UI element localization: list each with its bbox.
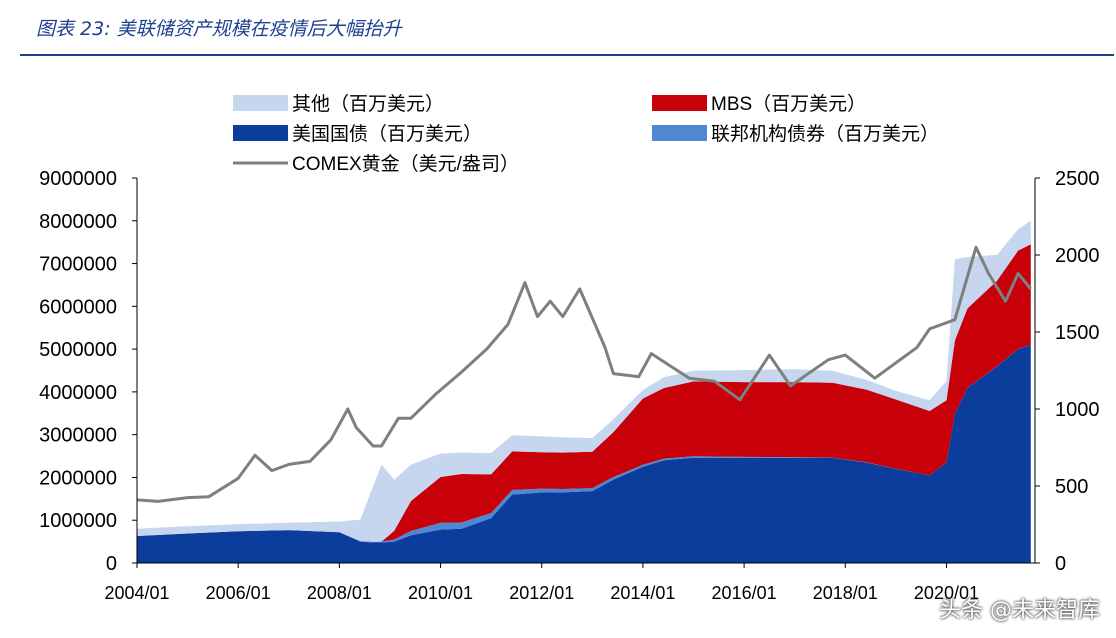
legend-label-5: COMEX黄金（美元/盎司）	[292, 153, 519, 175]
left-tick-label: 9000000	[39, 168, 117, 190]
legend-swatch-2	[652, 125, 707, 141]
legend-label-2: 联邦机构债券（百万美元）	[711, 123, 939, 145]
left-tick-label: 5000000	[39, 339, 117, 361]
legend-swatch-1	[233, 125, 288, 141]
area-series-1	[137, 344, 1031, 563]
plot-line	[136, 245, 1032, 503]
x-tick-label: 2020/01	[914, 583, 979, 603]
legend: 美国国债（百万美元） 联邦机构债券（百万美元） MBS（百万美元） 其他（百万美元） C…	[233, 93, 939, 175]
left-tick-label: 2000000	[39, 467, 117, 489]
x-tick-label: 2012/01	[509, 583, 574, 603]
legend-swatch-3	[652, 95, 707, 111]
legend-label-4: 其他（百万美元）	[292, 93, 444, 115]
right-tick-label: 0	[1055, 553, 1066, 575]
right-tick-label: 2000	[1055, 245, 1100, 267]
x-tick-label: 2006/01	[206, 583, 271, 603]
x-tick-label: 2018/01	[813, 583, 878, 603]
x-tick-label: 2014/01	[610, 583, 675, 603]
right-tick-label: 500	[1055, 476, 1088, 498]
area-series-3	[137, 244, 1031, 542]
title-rule	[20, 54, 1114, 56]
left-tick-label: 8000000	[39, 211, 117, 233]
right-tick-label: 1500	[1055, 322, 1100, 344]
gold-line	[136, 245, 1032, 503]
right-tick-label: 1000	[1055, 399, 1100, 421]
plot-areas	[137, 220, 1031, 563]
left-tick-label: 1000000	[39, 510, 117, 532]
axes: 9000000 8000000 7000000 6000000 5000000 40000…	[39, 168, 1099, 603]
area-series-4	[137, 220, 1031, 542]
left-tick-label: 3000000	[39, 425, 117, 447]
legend-swatch-4	[233, 95, 288, 111]
x-tick-label: 2004/01	[104, 583, 169, 603]
left-tick-label: 6000000	[39, 296, 117, 318]
x-tick-label: 2010/01	[408, 583, 473, 603]
right-tick-label: 2500	[1055, 168, 1100, 190]
left-tick-label: 0	[106, 553, 117, 575]
watermark: 头条 @未来智库	[939, 598, 1100, 623]
legend-label-3: MBS（百万美元）	[711, 93, 866, 115]
left-tick-label: 4000000	[39, 382, 117, 404]
left-tick-label: 7000000	[39, 254, 117, 276]
x-tick-label: 2008/01	[307, 583, 372, 603]
figure-title: 图表 23: 美联储资产规模在疫情后大幅抬升	[36, 18, 402, 40]
legend-label-1: 美国国债（百万美元）	[292, 123, 482, 145]
x-tick-label: 2016/01	[712, 583, 777, 603]
